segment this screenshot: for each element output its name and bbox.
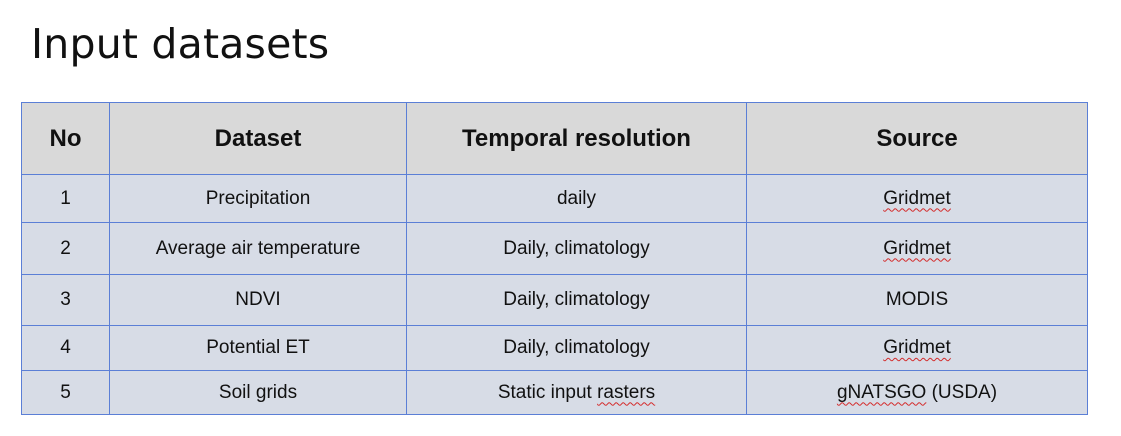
header-no: No: [21, 102, 110, 175]
page-title: Input datasets: [31, 20, 330, 68]
source-text: MODIS: [885, 289, 949, 310]
cell-no: 1: [21, 174, 110, 223]
cell-no: 4: [21, 325, 110, 371]
source-text: Gridmet: [883, 187, 951, 209]
header-dataset: Dataset: [109, 102, 407, 175]
cell-no: 5: [21, 370, 110, 415]
table-header-row: No Dataset Temporal resolution Source: [21, 102, 1088, 175]
source-text: Gridmet: [883, 337, 951, 358]
header-temporal-resolution: Temporal resolution: [406, 102, 747, 175]
source-text: gNATSGO: [836, 381, 927, 403]
cell-temporal-resolution: Daily, climatology: [406, 222, 747, 275]
table-row: 1 Precipitation daily Gridmet: [21, 174, 1088, 223]
cell-temporal-resolution: daily: [406, 174, 747, 223]
cell-dataset: Average air temperature: [109, 222, 407, 275]
cell-no: 3: [21, 274, 110, 326]
cell-dataset: Potential ET: [109, 325, 407, 371]
source-text: Gridmet: [883, 237, 951, 259]
table-row: 5 Soil grids Static input rasters gNATSG…: [21, 370, 1088, 415]
cell-dataset: NDVI: [109, 274, 407, 326]
cell-source: Gridmet: [746, 325, 1088, 371]
cell-temporal-resolution: Daily, climatology: [406, 274, 747, 326]
cell-source: gNATSGO (USDA): [746, 370, 1088, 415]
cell-no: 2: [21, 222, 110, 275]
header-source: Source: [746, 102, 1088, 175]
table-row: 4 Potential ET Daily, climatology Gridme…: [21, 325, 1088, 371]
temporal-text: Static input: [497, 381, 598, 403]
cell-dataset: Soil grids: [109, 370, 407, 415]
cell-temporal-resolution: Daily, climatology: [406, 325, 747, 371]
cell-source: MODIS: [746, 274, 1088, 326]
temporal-flagged-word: rasters: [597, 381, 656, 403]
cell-source: Gridmet: [746, 222, 1088, 275]
table-row: 3 NDVI Daily, climatology MODIS: [21, 274, 1088, 326]
cell-source: Gridmet: [746, 174, 1088, 223]
cell-dataset: Precipitation: [109, 174, 407, 223]
cell-temporal-resolution: Static input rasters: [406, 370, 747, 415]
table-row: 2 Average air temperature Daily, climato…: [21, 222, 1088, 275]
datasets-table: No Dataset Temporal resolution Source 1 …: [21, 102, 1088, 415]
source-suffix: (USDA): [926, 381, 998, 403]
